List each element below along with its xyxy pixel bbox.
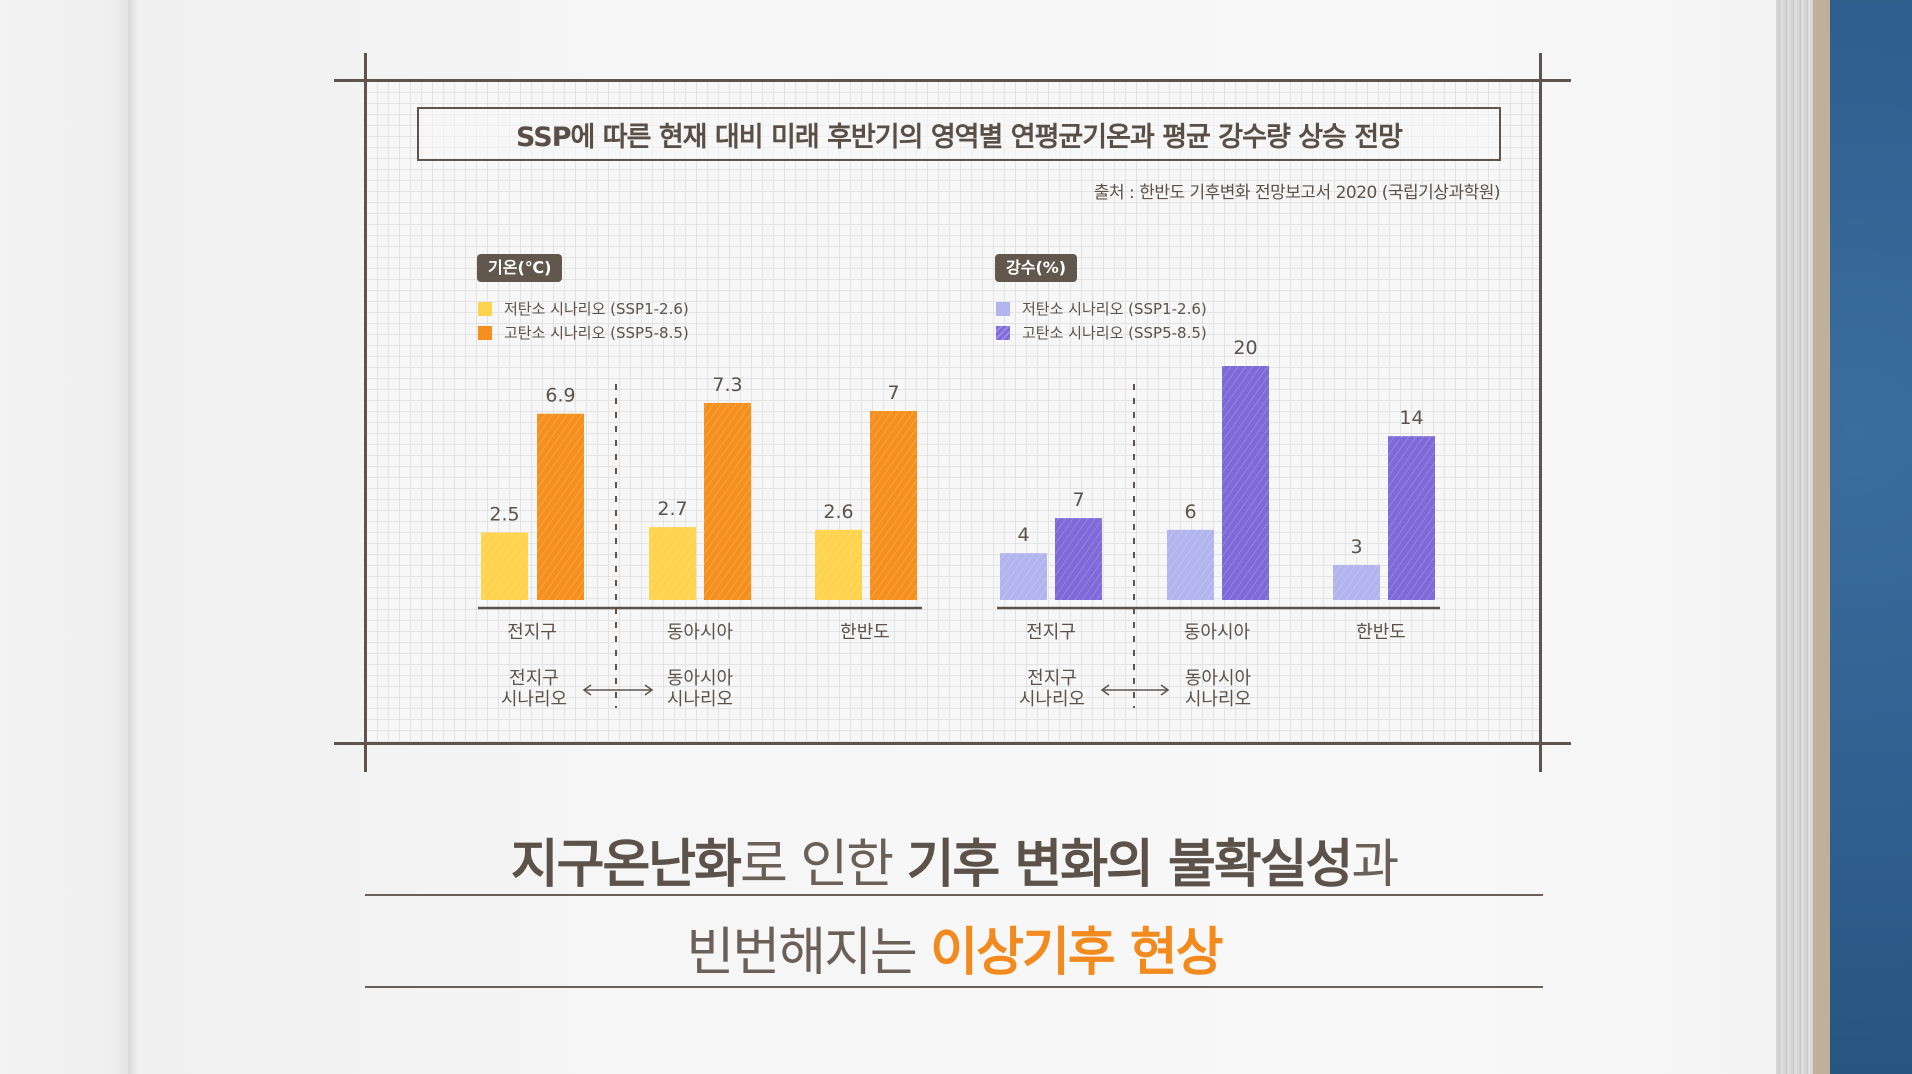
headline-segment: 로 인한: [739, 835, 907, 895]
category-label-eastasia-precip: 동아시아: [1183, 622, 1251, 643]
bar-value-label: 6.9: [545, 385, 575, 407]
scenario-line: 시나리오: [1184, 689, 1252, 710]
bar-texture: [649, 527, 696, 600]
category-label-korea-temp: 한반도: [840, 622, 890, 643]
frame-left-line: [364, 53, 367, 772]
scenario-label-eastasia-temp: 동아시아 시나리오: [645, 668, 755, 710]
bar-texture: [815, 529, 862, 600]
bar-texture: [1055, 518, 1102, 600]
bar-texture: [1000, 553, 1047, 600]
bar-texture: [704, 402, 751, 600]
bar-texture: [870, 411, 917, 600]
headline-segment: 빈번해지는: [686, 923, 931, 983]
book-cover: [1830, 0, 1912, 1074]
bar-value-label: 4: [1017, 524, 1029, 546]
headline-segment: 이상기후 현상: [930, 923, 1223, 983]
arrow-right-head: [644, 684, 654, 696]
graph-paper: [366, 81, 1540, 743]
scenario-line: 전지구: [1027, 668, 1077, 689]
bar-value-label: 7: [1072, 489, 1084, 511]
bar-texture: [1167, 529, 1214, 600]
scenario-label-global-precip: 전지구 시나리오: [997, 668, 1107, 710]
legend-swatch-precip-low: [996, 301, 1010, 316]
bar-value-label: 14: [1399, 407, 1423, 429]
category-label-korea-precip: 한반도: [1356, 622, 1406, 643]
legend-swatch-temp-high: [478, 325, 492, 340]
category-label-eastasia-temp: 동아시아: [666, 622, 734, 643]
frame-right-line: [1539, 53, 1542, 772]
bar-texture: [1222, 366, 1269, 600]
bar-texture: [1388, 436, 1435, 600]
category-label-global-temp: 전지구: [507, 622, 557, 643]
headline-segment: 기후 변화의 불확실성: [906, 835, 1354, 895]
bar-texture: [1333, 564, 1380, 600]
legend-item-temp-low: 저탄소 시나리오 (SSP1-2.6): [478, 298, 689, 319]
source-note: 출처 : 한반도 기후변화 전망보고서 2020 (국립기상과학원): [1093, 183, 1501, 203]
bar-value-label: 7: [887, 382, 899, 404]
legend-label: 저탄소 시나리오 (SSP1-2.6): [1022, 300, 1207, 318]
scenario-line: 동아시아: [666, 668, 734, 689]
headline-rule-1: [365, 894, 1543, 896]
arrow-right-head: [1160, 684, 1170, 696]
chart-title: SSP에 따른 현재 대비 미래 후반기의 영역별 연평균기온과 평균 강수량 …: [516, 121, 1403, 153]
bar-value-label: 2.6: [823, 501, 853, 523]
headline-line-1: 지구온난화로 인한 기후 변화의 불확실성과: [365, 822, 1543, 897]
bar-value-label: 20: [1233, 337, 1257, 359]
bar-value-label: 6: [1184, 501, 1196, 523]
scenario-line: 전지구: [509, 668, 559, 689]
frame-top-line: [334, 79, 1571, 82]
precipitation-badge: 강수(%): [995, 254, 1078, 282]
category-label-global-precip: 전지구: [1026, 622, 1076, 643]
legend-item-temp-high: 고탄소 시나리오 (SSP5-8.5): [478, 322, 689, 343]
legend-label: 저탄소 시나리오 (SSP1-2.6): [504, 300, 689, 318]
legend-item-precip-low: 저탄소 시나리오 (SSP1-2.6): [996, 298, 1207, 319]
scenario-label-eastasia-precip: 동아시아 시나리오: [1163, 668, 1273, 710]
frame-bottom-line: [334, 742, 1571, 745]
legend-item-precip-high: 고탄소 시나리오 (SSP5-8.5): [996, 322, 1207, 343]
headline-segment: 과: [1351, 835, 1399, 895]
legend-label: 고탄소 시나리오 (SSP5-8.5): [504, 324, 689, 342]
scenario-label-global-temp: 전지구 시나리오: [479, 668, 589, 710]
book-left-page: [0, 0, 132, 1074]
book-fold: [128, 0, 138, 1074]
temperature-badge: 기온(℃): [477, 254, 563, 282]
legend-swatch-temp-low: [478, 301, 492, 316]
bar-value-label: 3: [1350, 536, 1362, 558]
headline-rule-2: [365, 986, 1543, 988]
bar-texture: [481, 532, 528, 600]
scenario-line: 시나리오: [500, 689, 568, 710]
headline-line-2: 빈번해지는 이상기후 현상: [365, 910, 1543, 985]
legend-swatch-precip-high: [996, 325, 1010, 340]
book-board: [1813, 0, 1830, 1074]
page-edges: [1776, 0, 1813, 1074]
scenario-line: 동아시아: [1184, 668, 1252, 689]
arrow-left-head: [1100, 684, 1110, 696]
scenario-line: 시나리오: [666, 689, 734, 710]
legend-label: 고탄소 시나리오 (SSP5-8.5): [1022, 324, 1207, 342]
bar-value-label: 2.7: [657, 498, 687, 520]
bar-value-label: 7.3: [712, 374, 742, 396]
scenario-line: 시나리오: [1018, 689, 1086, 710]
headline-segment: 지구온난화: [510, 835, 742, 895]
arrow-left-head: [582, 684, 592, 696]
bar-value-label: 2.5: [489, 504, 519, 526]
chart-title-box: SSP에 따른 현재 대비 미래 후반기의 영역별 연평균기온과 평균 강수량 …: [417, 107, 1501, 161]
bar-texture: [537, 413, 584, 600]
